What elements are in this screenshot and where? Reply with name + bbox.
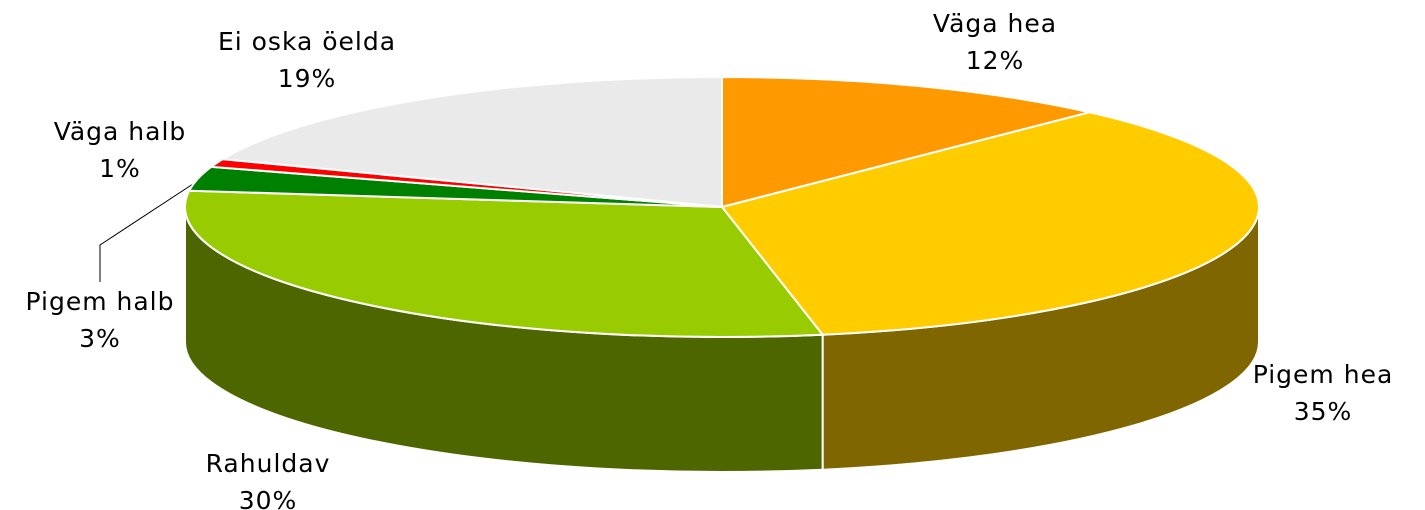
slice-value-label: 19% (278, 64, 337, 93)
slice-label: Pigem halb (25, 287, 174, 316)
slice-value-label: 30% (239, 486, 298, 510)
slice-label: Ei oska öelda (218, 27, 396, 56)
slice-label: Väga halb (54, 117, 187, 146)
slice-value-label: 1% (99, 154, 141, 183)
slice-value-label: 12% (966, 46, 1025, 75)
leader-line (99, 181, 197, 282)
slice-label: Rahuldav (206, 449, 331, 478)
slice-value-label: 3% (79, 324, 121, 353)
pie-slice (219, 75, 723, 209)
pie-slice (721, 75, 1090, 209)
pie-slice (720, 111, 1260, 336)
slice-label: Pigem hea (1253, 360, 1394, 389)
pie-slice (184, 189, 825, 338)
slice-label: Väga hea (933, 9, 1057, 38)
pie-tops (184, 75, 1260, 338)
slice-value-label: 35% (1294, 397, 1353, 426)
